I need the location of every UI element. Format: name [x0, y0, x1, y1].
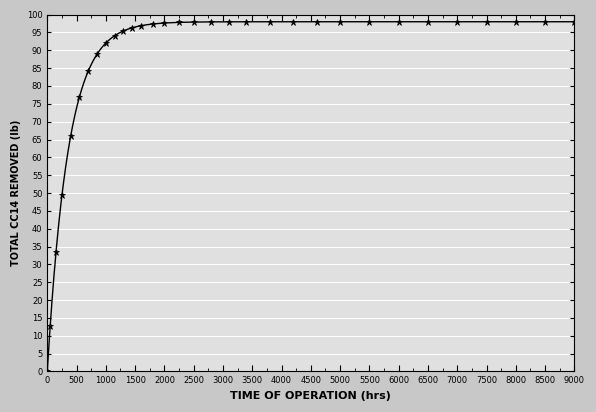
Y-axis label: TOTAL CC14 REMOVED (lb): TOTAL CC14 REMOVED (lb) [11, 120, 21, 266]
X-axis label: TIME OF OPERATION (hrs): TIME OF OPERATION (hrs) [231, 391, 391, 401]
